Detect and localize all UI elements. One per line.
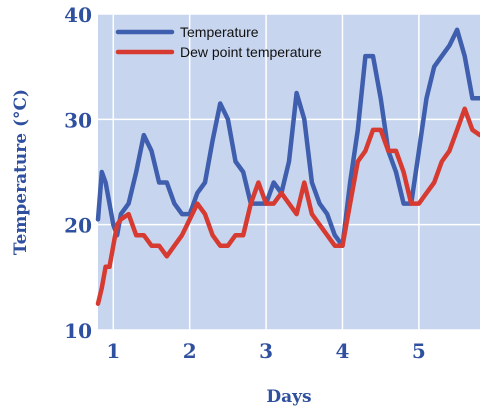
y-tick-label: 30 [64,108,92,132]
y-tick-label: 20 [64,214,92,238]
y-tick-label: 40 [64,3,92,27]
y-axis-ticks: 10 20 30 40 [64,3,92,343]
series-layer [95,27,480,306]
legend: Temperature Dew point temperature [115,24,322,60]
x-tick-label: 3 [259,339,273,363]
x-axis-label: Days [266,387,311,407]
x-tick-label: 2 [183,339,197,363]
x-tick-label: 1 [106,339,120,363]
x-tick-label: 4 [336,339,350,363]
series-line-temperature [95,27,480,248]
series-line-dew-point [95,106,480,306]
legend-label: Temperature [180,24,259,40]
y-tick-label: 10 [64,319,92,343]
x-axis-ticks: 1 2 3 4 5 [106,339,426,363]
legend-label: Dew point temperature [180,44,322,60]
y-axis-label: Temperature (°C) [11,89,31,255]
x-tick-label: 5 [412,339,426,363]
grid [98,13,480,331]
